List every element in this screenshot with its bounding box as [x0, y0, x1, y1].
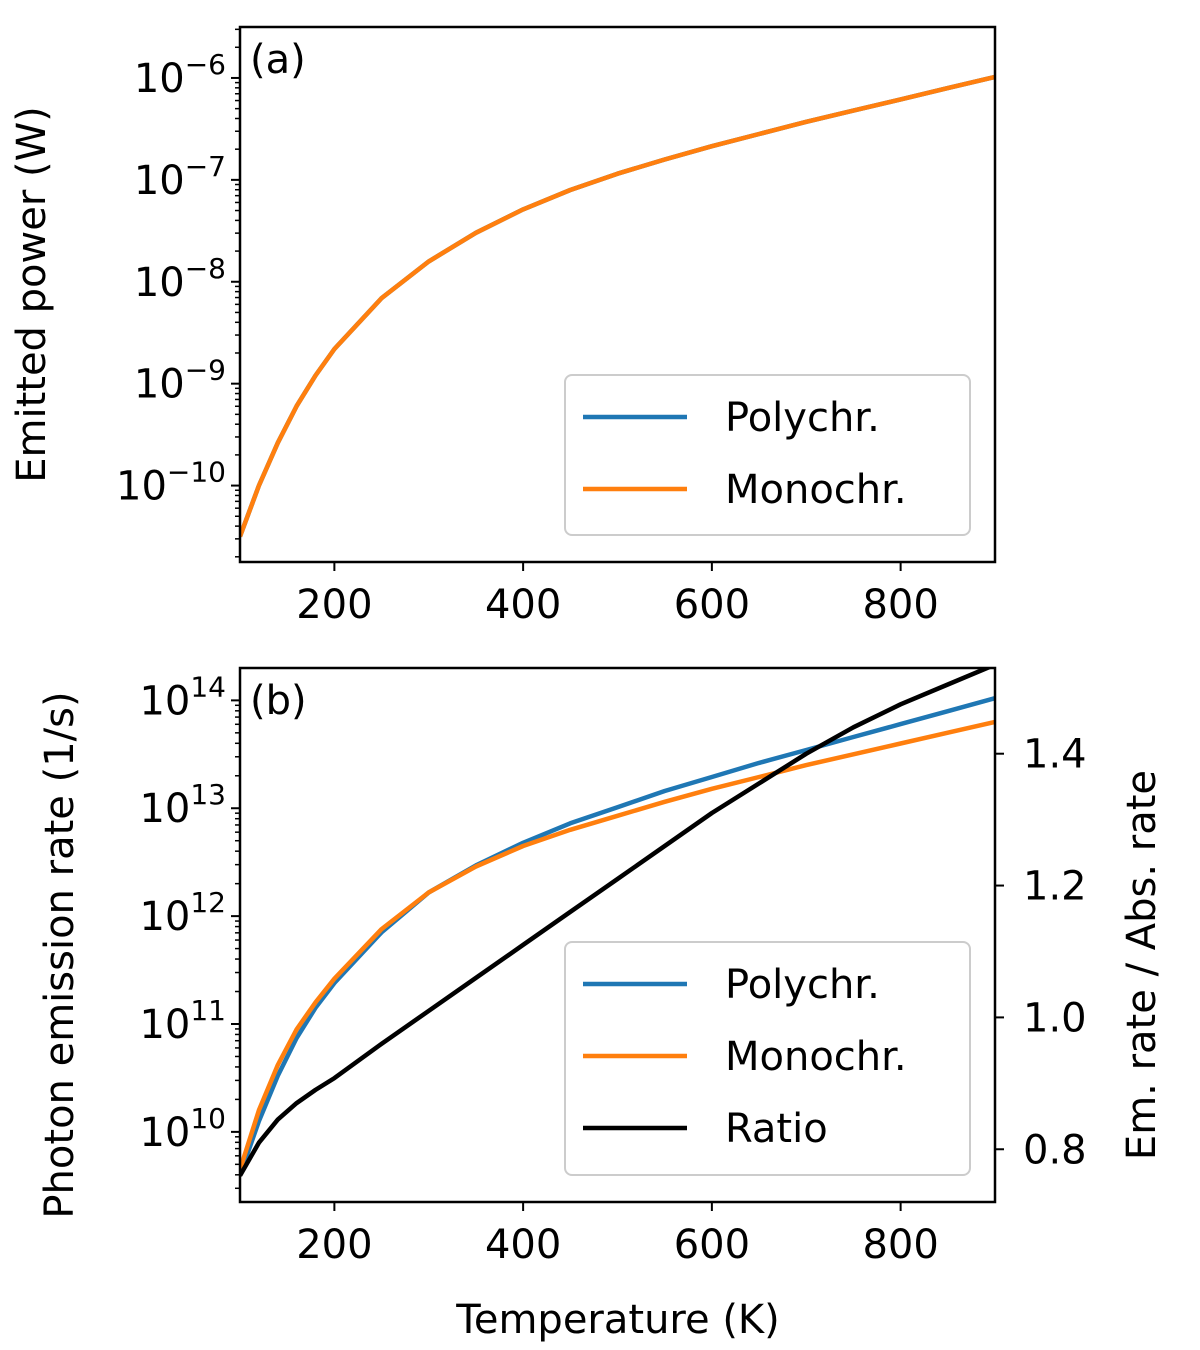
x-axis-label: Temperature (K) — [455, 1297, 780, 1343]
legend-label: Polychr. — [725, 395, 880, 441]
y-tick-label: 1012 — [139, 886, 226, 940]
x-tick-label: 400 — [485, 1222, 561, 1268]
x-tick-label: 200 — [296, 1222, 372, 1268]
series-line-monochr — [240, 719, 995, 1171]
y2-tick-label: 0.8 — [1023, 1127, 1087, 1173]
plot-frame — [238, 666, 997, 1204]
x-tick-label: 400 — [485, 582, 561, 628]
series-line-monochr — [240, 74, 995, 538]
legend-label: Monochr. — [725, 467, 907, 513]
x-tick-label: 800 — [862, 582, 938, 628]
legend-box — [564, 941, 971, 1176]
y-tick-label: 1014 — [139, 670, 226, 724]
legend: Polychr. Monochr. — [564, 374, 971, 536]
legend-label: Polychr. — [725, 962, 880, 1008]
y-tick-label: 10−10 — [116, 456, 226, 510]
series-line-polychr — [240, 696, 995, 1176]
y2-tick-label: 1.2 — [1023, 864, 1087, 910]
y2-tick-label: 1.0 — [1023, 995, 1087, 1041]
legend-label: Monochr. — [725, 1034, 907, 1080]
y-tick-label: 1010 — [139, 1102, 226, 1156]
x-tick-label: 800 — [862, 1222, 938, 1268]
panel-b: 200 400 600 800 1010 1011 1012 1013 1014 0.8 1.0 1.… — [37, 666, 1165, 1268]
panel-a: 200 400 600 800 10−10 10−9 10−8 10−7 10−6 (a) Emit… — [9, 25, 997, 628]
y-tick-label: 10−6 — [134, 48, 226, 102]
panel-label: (a) — [250, 37, 306, 83]
plot-frame — [238, 25, 997, 564]
legend-label: Ratio — [725, 1106, 828, 1152]
y2-tick-label: 1.4 — [1023, 732, 1087, 778]
x-tick-label: 600 — [674, 1222, 750, 1268]
y-tick-label: 10−7 — [134, 150, 226, 204]
y-tick-label: 1013 — [139, 778, 226, 832]
y-tick-label: 10−8 — [134, 252, 226, 306]
y-axis-label: Photon emission rate (1/s) — [37, 691, 83, 1218]
x-tick-label: 200 — [296, 582, 372, 628]
y-axis-label: Emitted power (W) — [9, 106, 55, 483]
y2-axis-label: Em. rate / Abs. rate — [1119, 770, 1165, 1160]
y-tick-label: 1011 — [139, 994, 226, 1048]
panel-label: (b) — [250, 678, 307, 724]
x-tick-label: 600 — [674, 582, 750, 628]
legend: Polychr. Monochr. Ratio — [564, 941, 971, 1176]
y-tick-label: 10−9 — [134, 354, 226, 408]
series-line-ratio — [240, 668, 993, 1177]
